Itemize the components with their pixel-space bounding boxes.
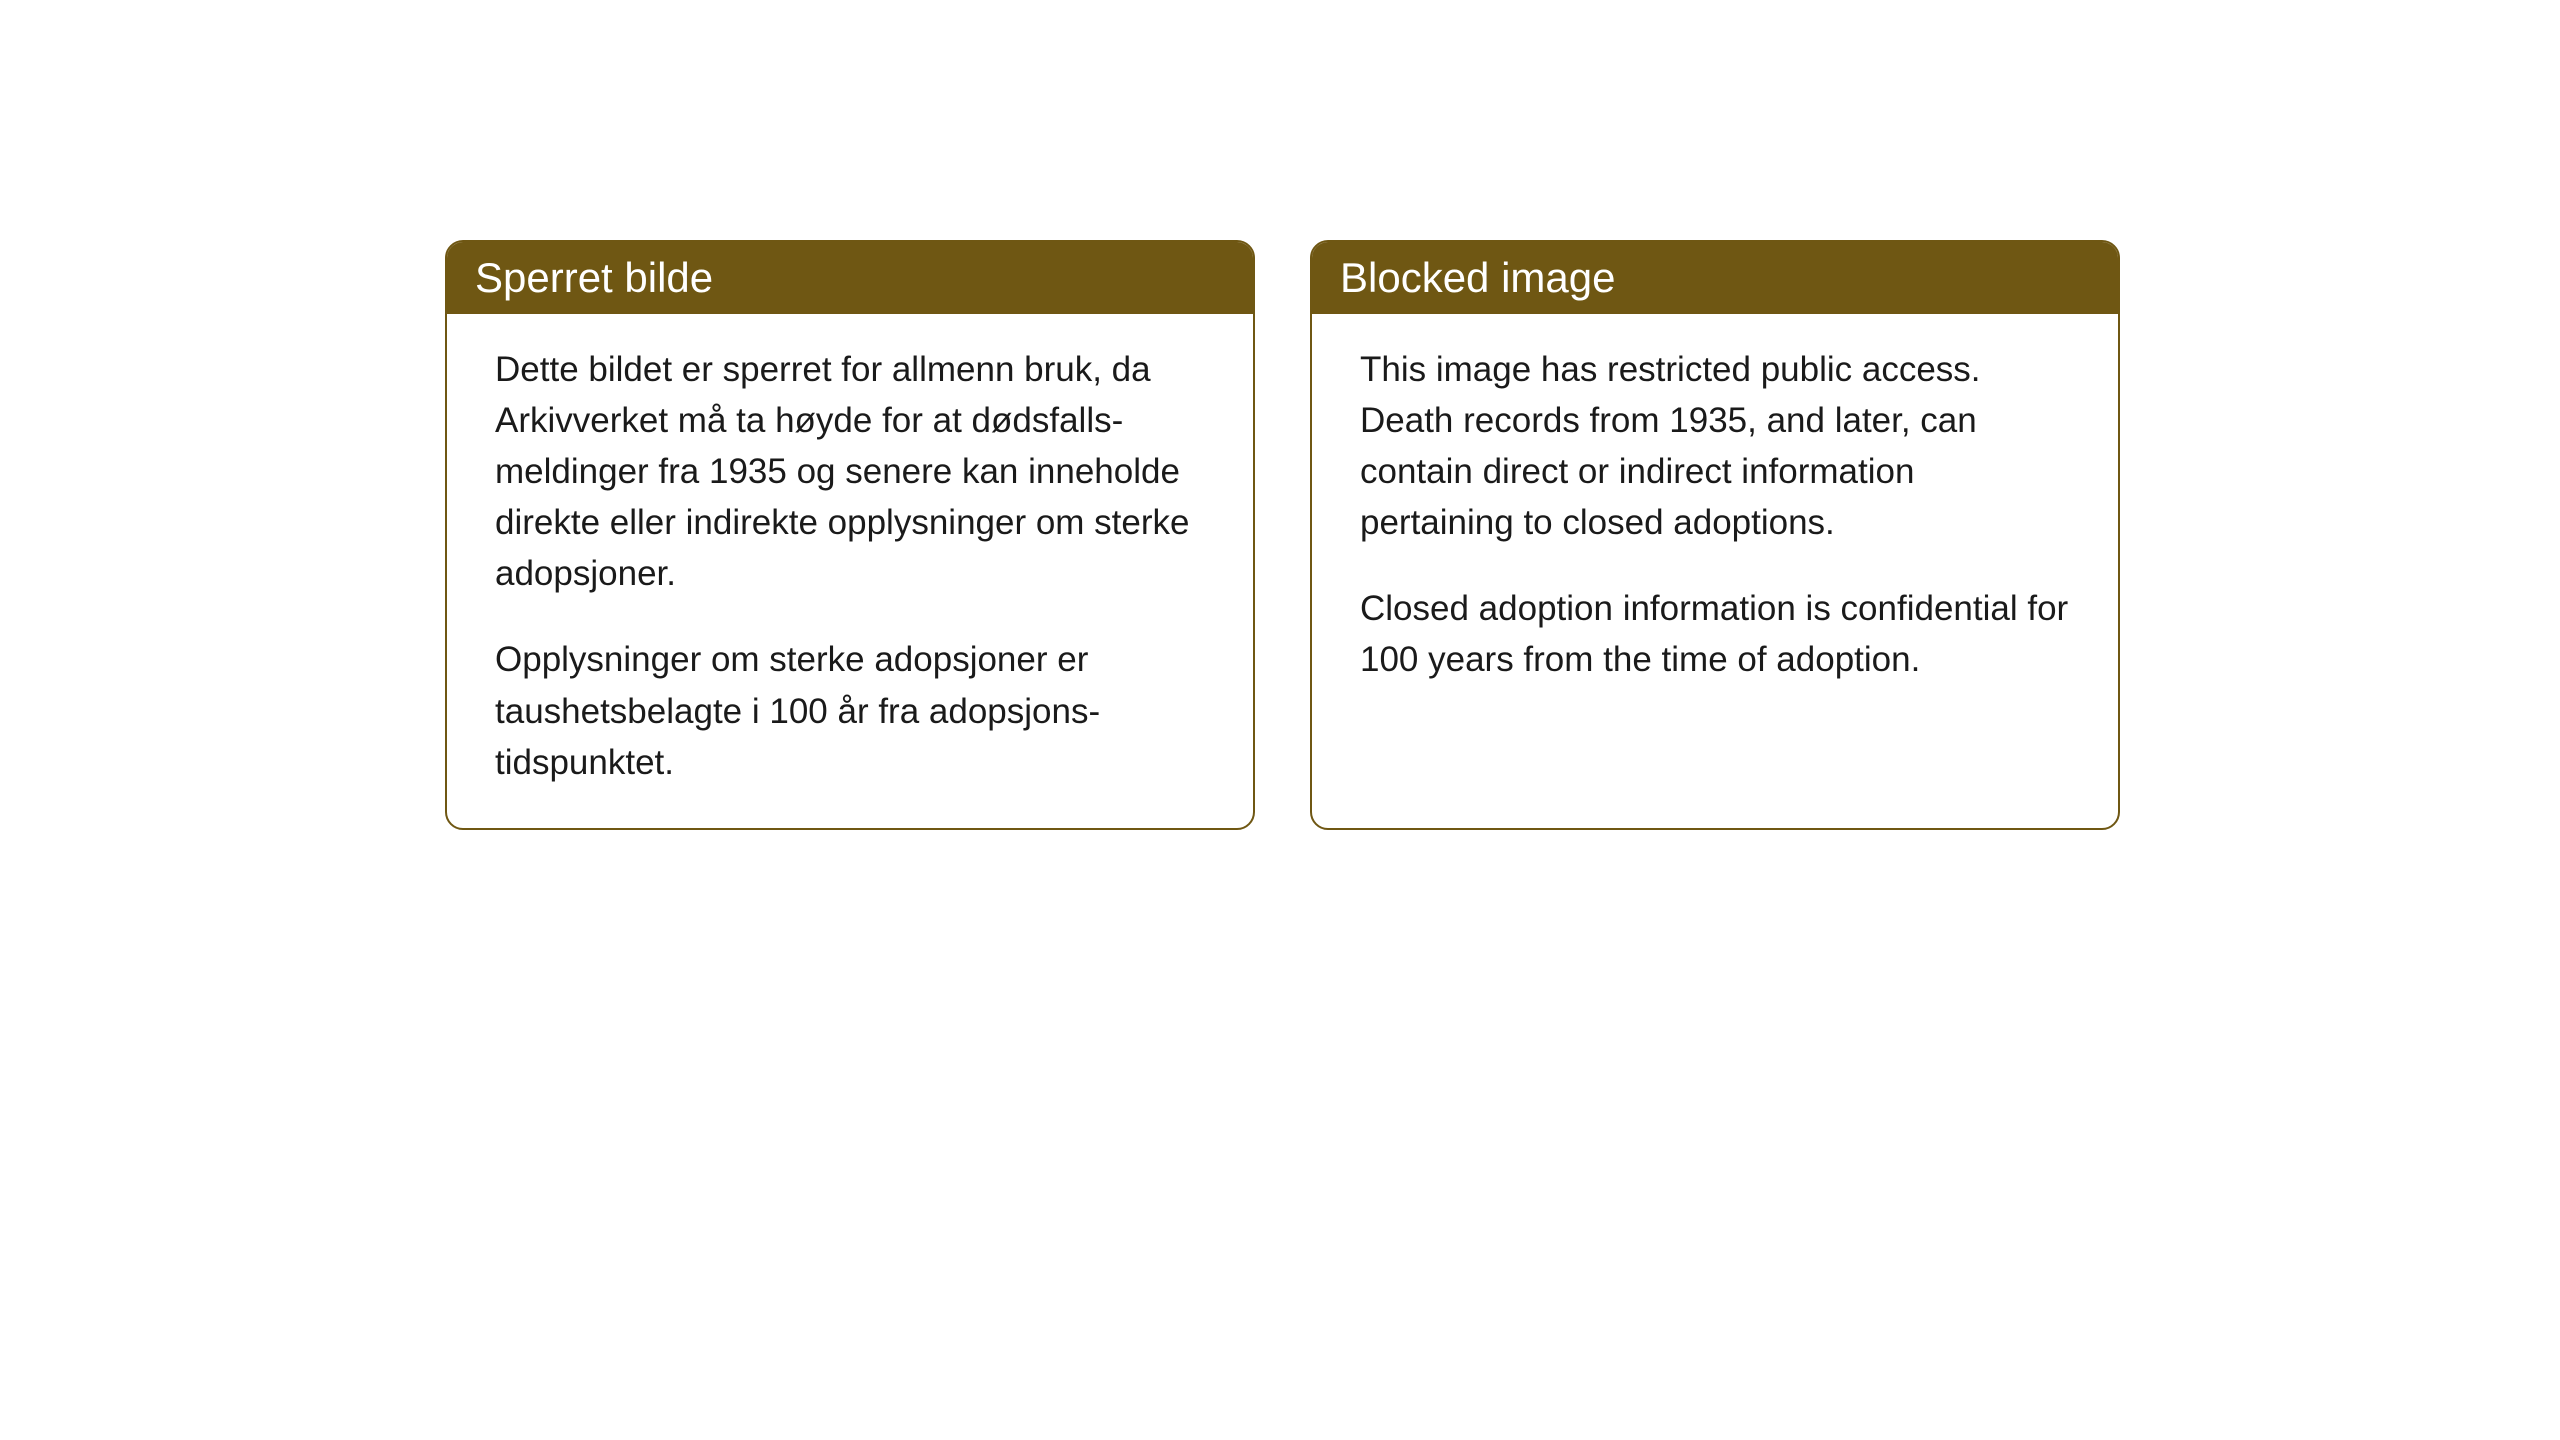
- card-paragraph-1-norwegian: Dette bildet er sperret for allmenn bruk…: [495, 344, 1205, 599]
- card-paragraph-2-norwegian: Opplysninger om sterke adopsjoner er tau…: [495, 634, 1205, 787]
- card-header-norwegian: Sperret bilde: [447, 242, 1253, 314]
- card-title-norwegian: Sperret bilde: [475, 254, 713, 301]
- card-title-english: Blocked image: [1340, 254, 1615, 301]
- notice-card-english: Blocked image This image has restricted …: [1310, 240, 2120, 830]
- card-paragraph-1-english: This image has restricted public access.…: [1360, 344, 2070, 548]
- notice-cards-container: Sperret bilde Dette bildet er sperret fo…: [445, 240, 2120, 830]
- card-body-norwegian: Dette bildet er sperret for allmenn bruk…: [447, 314, 1253, 828]
- card-header-english: Blocked image: [1312, 242, 2118, 314]
- card-body-english: This image has restricted public access.…: [1312, 314, 2118, 726]
- notice-card-norwegian: Sperret bilde Dette bildet er sperret fo…: [445, 240, 1255, 830]
- card-paragraph-2-english: Closed adoption information is confident…: [1360, 583, 2070, 685]
